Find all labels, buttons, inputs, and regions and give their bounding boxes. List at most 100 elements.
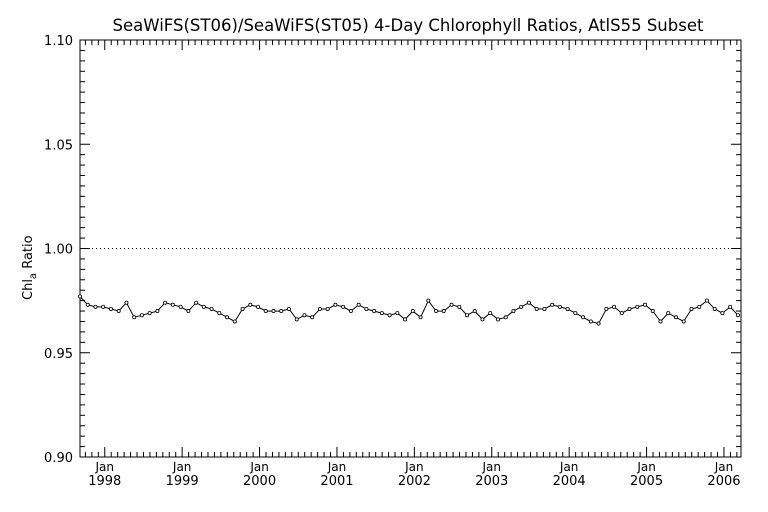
data-point [542, 306, 547, 311]
x-tick-month-label: Jan [327, 460, 347, 474]
data-point [387, 313, 392, 318]
y-tick-label: 1.10 [44, 34, 73, 49]
data-point [248, 302, 253, 307]
x-tick-year-label: 2006 [707, 474, 740, 489]
data-point [643, 302, 648, 307]
data-point [557, 304, 562, 309]
data-point [495, 317, 500, 322]
data-point [108, 306, 113, 311]
y-tick-label: 1.00 [44, 243, 73, 258]
y-tick-label: 1.05 [44, 138, 73, 153]
data-point [503, 315, 508, 320]
data-point [256, 304, 261, 309]
data-point [712, 306, 717, 311]
x-tick-year-label: 2004 [553, 474, 586, 489]
x-tick-year-label: 1999 [166, 474, 199, 489]
data-point [147, 311, 152, 316]
series-points [78, 294, 740, 326]
data-point [581, 315, 586, 320]
data-point [217, 311, 222, 316]
data-point [310, 315, 315, 320]
data-point [604, 306, 609, 311]
data-point [666, 311, 671, 316]
x-tick-month-label: Jan [172, 460, 192, 474]
x-tick-month-label: Jan [249, 460, 269, 474]
data-point [263, 309, 268, 314]
data-point [93, 304, 98, 309]
data-point [488, 311, 493, 316]
data-point [426, 298, 431, 303]
data-point [155, 309, 160, 314]
data-point [356, 302, 361, 307]
data-point [317, 306, 322, 311]
data-point [85, 302, 90, 307]
series-line [79, 296, 739, 325]
x-tick-month-label: Jan [95, 460, 115, 474]
data-point [116, 309, 121, 314]
data-point [596, 321, 601, 326]
data-point [379, 311, 384, 316]
chart-title: SeaWiFS(ST06)/SeaWiFS(ST05) 4-Day Chloro… [113, 16, 704, 35]
data-point [240, 306, 245, 311]
data-point [124, 300, 129, 305]
data-point [139, 313, 144, 318]
data-point [186, 309, 191, 314]
data-point [480, 317, 485, 322]
data-point [550, 302, 555, 307]
data-point [101, 304, 106, 309]
data-point [619, 311, 624, 316]
data-point [449, 302, 454, 307]
y-tick-label: 0.95 [44, 347, 73, 362]
data-point [348, 309, 353, 314]
x-tick-year-label: 2001 [320, 474, 353, 489]
data-point [364, 306, 369, 311]
x-axis: Jan1998Jan1999Jan2000Jan2001Jan2002Jan20… [84, 40, 741, 489]
data-point [341, 304, 346, 309]
y-axis: 0.90 0.95 1.00 1.05 1.10 [44, 34, 741, 466]
data-point [465, 313, 470, 318]
data-point [302, 313, 307, 318]
data-point [418, 315, 423, 320]
data-point [735, 313, 740, 318]
data-point [294, 317, 299, 322]
data-point [232, 319, 237, 324]
x-tick-month-label: Jan [559, 460, 579, 474]
data-point [78, 294, 83, 299]
data-point [457, 304, 462, 309]
data-point [627, 306, 632, 311]
data-point [681, 319, 686, 324]
data-point [132, 315, 137, 320]
x-tick-month-label: Jan [714, 460, 734, 474]
data-point [372, 309, 377, 314]
plot-frame [79, 39, 742, 458]
data-point [673, 315, 678, 320]
data-point [201, 304, 206, 309]
data-point [728, 304, 733, 309]
x-tick-year-label: 2000 [243, 474, 276, 489]
data-point [650, 309, 655, 314]
data-point [573, 311, 578, 316]
data-point [434, 309, 439, 314]
x-tick-year-label: 2005 [630, 474, 663, 489]
data-point [163, 300, 168, 305]
data-point [178, 304, 183, 309]
data-point [704, 298, 709, 303]
data-point [720, 311, 725, 316]
data-point [194, 300, 199, 305]
data-point [333, 302, 338, 307]
data-point [395, 311, 400, 316]
data-point [271, 309, 276, 314]
data-point [511, 309, 516, 314]
data-point [612, 304, 617, 309]
data-point [534, 306, 539, 311]
data-point [279, 309, 284, 314]
data-point [519, 304, 524, 309]
data-point [565, 306, 570, 311]
data-point [403, 317, 408, 322]
x-tick-month-label: Jan [636, 460, 656, 474]
data-point [588, 319, 593, 324]
data-point [658, 319, 663, 324]
x-tick-year-label: 2003 [475, 474, 508, 489]
data-point [225, 315, 230, 320]
